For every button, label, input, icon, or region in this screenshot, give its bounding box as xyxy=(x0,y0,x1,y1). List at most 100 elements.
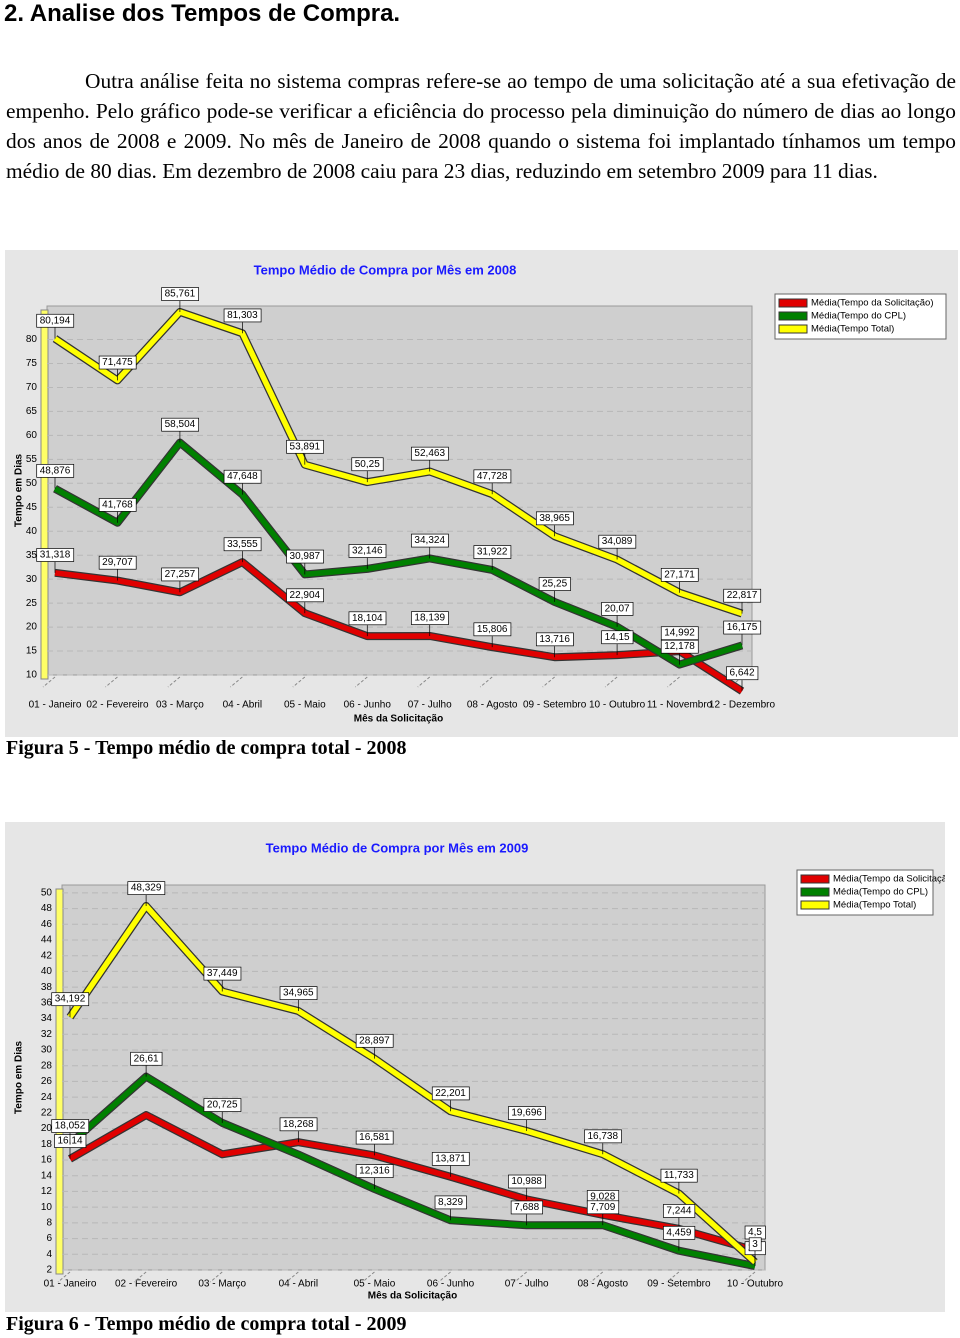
data-label: 11,733 xyxy=(664,1170,694,1181)
label-box xyxy=(355,1164,394,1178)
label-box xyxy=(598,534,637,549)
legend-swatch xyxy=(778,311,808,321)
x-tick xyxy=(105,676,118,688)
data-label: 47,728 xyxy=(477,471,508,482)
data-label: 3 xyxy=(752,1239,758,1250)
data-label: 6,642 xyxy=(729,668,754,679)
y-tick-label: 6 xyxy=(46,1233,52,1244)
label-box xyxy=(98,355,137,370)
legend-label: Média(Tempo do CPL) xyxy=(833,887,928,898)
x-tick-label: 03 - Março xyxy=(198,1279,246,1290)
y-tick-label: 10 xyxy=(41,1202,53,1213)
data-label: 34,089 xyxy=(602,536,633,547)
label-box xyxy=(223,537,262,552)
data-label: 27,257 xyxy=(165,569,196,580)
data-label: 26,61 xyxy=(134,1053,159,1064)
label-box xyxy=(203,1098,242,1112)
data-label: 33,555 xyxy=(227,539,258,550)
y-tick-label: 36 xyxy=(41,997,53,1008)
label-box xyxy=(36,313,75,328)
data-label: 37,449 xyxy=(207,968,238,979)
label-box xyxy=(51,1119,90,1133)
x-tick xyxy=(292,676,306,688)
x-tick-label: 05 - Maio xyxy=(284,700,326,711)
legend-label: Média(Tempo Total) xyxy=(833,900,916,911)
x-tick-label: 01 - Janeiro xyxy=(44,1279,97,1290)
series-line xyxy=(54,559,744,694)
data-label: 16,738 xyxy=(587,1131,618,1142)
data-label: 27,171 xyxy=(664,569,695,580)
x-tick xyxy=(167,676,181,688)
x-tick xyxy=(57,1271,71,1283)
x-tick xyxy=(514,1271,527,1283)
legend-swatch xyxy=(800,900,830,910)
label-box xyxy=(286,549,324,564)
label-box xyxy=(473,545,512,559)
x-tick-label: 09 - Setembro xyxy=(647,1279,711,1290)
label-box xyxy=(434,1195,467,1210)
chart: 2468101214161820222426283032343638404244… xyxy=(5,822,945,1312)
x-tick xyxy=(742,1271,756,1283)
label-box xyxy=(726,666,759,681)
data-label: 48,876 xyxy=(40,465,71,476)
axis-wall xyxy=(40,309,49,680)
label-box xyxy=(223,308,262,323)
label-box xyxy=(510,1200,543,1215)
y-tick-label: 18 xyxy=(41,1139,53,1150)
data-label: 28,897 xyxy=(359,1035,390,1046)
label-box xyxy=(36,463,75,478)
x-tick xyxy=(42,676,56,688)
y-tick-label: 22 xyxy=(41,1107,53,1118)
plot-area xyxy=(61,884,766,1271)
x-tick xyxy=(362,1271,375,1283)
y-tick-label: 35 xyxy=(26,550,38,561)
data-label: 7,688 xyxy=(514,1202,539,1213)
heading: 2. Analise dos Tempos de Compra. xyxy=(4,0,401,27)
data-label: 15,806 xyxy=(477,624,508,635)
data-label: 13,716 xyxy=(539,634,570,645)
x-tick xyxy=(417,676,431,688)
data-label: 85,761 xyxy=(165,289,196,300)
legend-label: Média(Tempo do CPL) xyxy=(811,311,906,322)
data-label: 34,192 xyxy=(55,994,86,1005)
legend-label: Média(Tempo da Solicitação) xyxy=(833,874,945,885)
label-box xyxy=(660,626,699,641)
x-tick-label: 05 - Maio xyxy=(354,1279,396,1290)
data-label: 34,965 xyxy=(283,988,314,999)
y-tick-label: 2 xyxy=(46,1265,52,1276)
data-label: 71,475 xyxy=(102,357,133,368)
label-box xyxy=(279,1117,318,1132)
data-label: 14,15 xyxy=(605,632,630,643)
y-tick-label: 20 xyxy=(26,622,38,633)
chart: 10 15 20 25 30 35 40 45 50 55 60 65 70 75 80 Tempo Médi… xyxy=(5,250,958,737)
x-tick-label: 12 - Dezembro xyxy=(709,700,776,711)
data-label: 31,922 xyxy=(477,547,508,558)
y-tick-label: 60 xyxy=(26,430,38,441)
x-tick-label: 03 - Março xyxy=(156,700,204,711)
x-axis-title: Mês da Solicitação xyxy=(368,1291,457,1302)
data-label: 53,891 xyxy=(290,441,321,452)
y-axis-title: Tempo em Dias xyxy=(14,453,25,527)
x-tick xyxy=(667,676,680,688)
plot-area xyxy=(46,305,753,676)
data-label: 29,707 xyxy=(102,557,133,568)
label-box xyxy=(98,498,137,512)
y-tick-label: 15 xyxy=(26,646,38,657)
x-tick xyxy=(209,1271,223,1283)
x-tick-label: 08 - Agosto xyxy=(577,1279,628,1290)
data-label: 22,904 xyxy=(290,590,321,601)
data-label: 80,194 xyxy=(40,315,71,326)
data-label: 4,5 xyxy=(748,1227,762,1238)
x-tick-label: 07 - Julho xyxy=(408,700,452,711)
data-label: 12,178 xyxy=(664,641,695,652)
y-tick-label: 55 xyxy=(26,454,38,465)
y-tick-label: 40 xyxy=(26,526,38,537)
y-tick-label: 75 xyxy=(26,358,38,369)
y-tick-label: 4 xyxy=(46,1249,52,1260)
data-label: 58,504 xyxy=(165,419,196,430)
x-tick-label: 04 - Abril xyxy=(223,700,262,711)
x-tick xyxy=(604,676,618,688)
x-tick-label: 06 - Junho xyxy=(344,700,392,711)
legend-label: Média(Tempo Total) xyxy=(811,324,894,335)
label-box xyxy=(348,611,387,626)
